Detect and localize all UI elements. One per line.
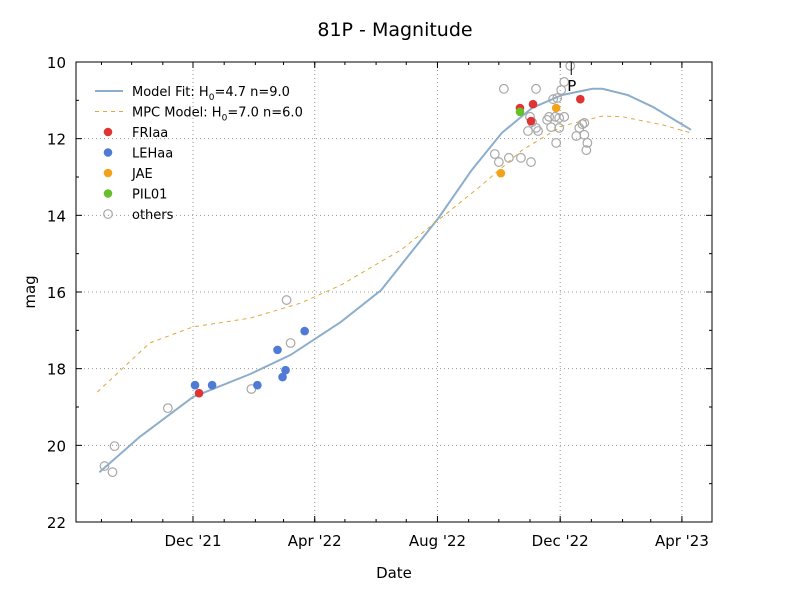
point-jae (551, 103, 561, 113)
chart-title: 81P - Magnitude (317, 19, 472, 41)
legend-marker-friaa (103, 127, 113, 137)
data-points (99, 60, 593, 478)
perihelion-label: P (567, 77, 576, 95)
legend-label: LEHaa (132, 147, 173, 162)
point-lehaa (190, 380, 200, 390)
point-others (548, 94, 559, 105)
legend: Model Fit: H0=4.7 n=9.0 MPC Model: H0=7.0… (95, 85, 303, 223)
point-others (556, 85, 567, 95)
point-others (531, 123, 541, 133)
point-others (582, 137, 593, 148)
point-others (531, 83, 541, 94)
point-others (579, 118, 590, 128)
point-friaa (528, 99, 538, 109)
plot-frame (75, 61, 713, 523)
point-others (551, 137, 562, 148)
point-others (503, 152, 514, 163)
point-lehaa (281, 365, 290, 375)
y-tick-label: 22 (47, 514, 66, 532)
model-fit-line (98, 87, 692, 473)
point-lehaa (278, 372, 287, 382)
point-others (107, 467, 118, 478)
point-others (516, 152, 526, 163)
point-lehaa (300, 326, 309, 336)
legend-marker-lehaa (103, 148, 113, 157)
legend-label: FRIaa (132, 126, 168, 141)
x-tick-label: Aug '22 (409, 532, 466, 550)
point-friaa (576, 94, 585, 104)
point-others (552, 93, 563, 103)
legend-marker-others (103, 209, 113, 219)
y-tick-label: 16 (47, 284, 66, 302)
point-others (579, 129, 590, 140)
y-tick-label: 14 (47, 207, 66, 225)
point-others (281, 295, 292, 305)
x-tick-label: Dec '22 (532, 532, 589, 550)
legend-label: MPC Model: H0=7.0 n=6.0 (132, 106, 303, 124)
x-tick-label: Apr '22 (288, 532, 342, 550)
point-others (544, 111, 555, 122)
axes: 10 12 14 16 18 20 22 Dec '21 Apr '22 Aug '22 Dec '… (47, 54, 713, 550)
point-others (565, 60, 576, 71)
point-others (559, 111, 570, 122)
point-lehaa (253, 380, 262, 390)
point-others (109, 441, 120, 452)
point-others (99, 461, 110, 471)
point-others (554, 123, 565, 133)
point-lehaa (273, 345, 282, 355)
point-jae (496, 168, 506, 178)
point-others (498, 83, 509, 94)
x-axis-label: Date (376, 564, 412, 582)
y-tick-label: 10 (47, 54, 66, 72)
point-others (523, 126, 533, 136)
point-others (559, 77, 570, 87)
point-others (581, 145, 592, 156)
legend-marker-jae (103, 168, 113, 178)
point-others (526, 157, 536, 167)
legend-label: PIL01 (132, 188, 167, 203)
point-others (285, 338, 296, 348)
point-others (162, 403, 173, 414)
point-lehaa (207, 380, 217, 390)
legend-label: others (132, 208, 174, 223)
x-tick-label: Dec '21 (164, 532, 221, 550)
x-tick-label: Apr '23 (655, 532, 709, 550)
point-others (554, 113, 565, 123)
point-friaa (194, 388, 204, 398)
grid (76, 62, 712, 522)
point-others (577, 119, 588, 129)
point-others (489, 149, 500, 159)
point-friaa (526, 116, 536, 126)
y-axis-label: mag (21, 275, 39, 308)
legend-label: JAE (131, 167, 153, 182)
point-pil01 (515, 107, 525, 117)
y-tick-label: 18 (47, 361, 66, 379)
model-lines (97, 87, 692, 473)
legend-label: Model Fit: H0=4.7 n=9.0 (132, 85, 290, 103)
point-others (493, 157, 504, 167)
y-tick-label: 12 (47, 131, 66, 149)
mpc-model-line (97, 115, 692, 393)
point-others (533, 126, 543, 136)
legend-marker-pil01 (103, 189, 113, 198)
point-others (546, 122, 557, 133)
y-tick-label: 20 (47, 437, 66, 455)
